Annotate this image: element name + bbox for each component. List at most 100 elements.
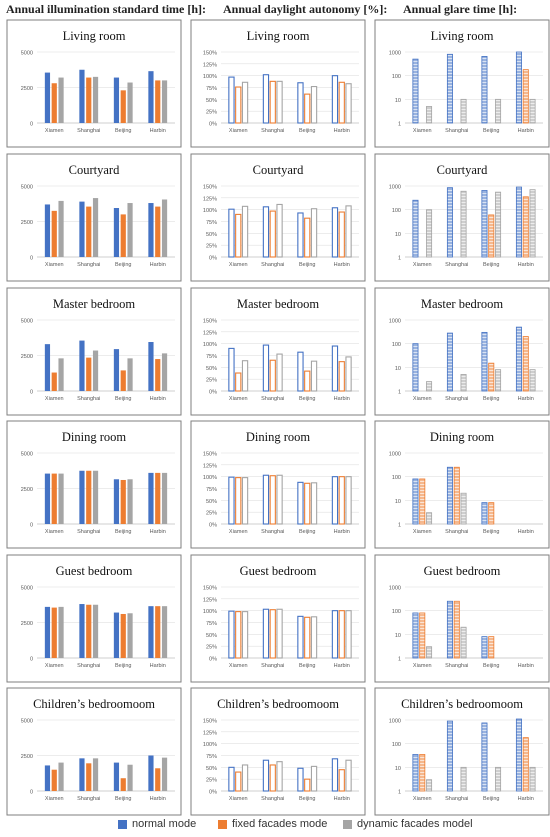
bar-dynamic-xiamen [241,205,249,258]
bar-normal-xiamen [44,765,51,791]
y-tick-label: 50% [206,766,217,772]
chart-title-autonomy-r4: Dining room [246,430,311,444]
bar-fixed-xiamen [51,210,57,257]
x-tick-label-beijing: Beijing [299,529,316,535]
bar-dynamic-beijing [310,616,318,659]
x-tick-label-harbin: Harbin [334,796,350,802]
y-tick-label: 2500 [21,487,33,493]
x-tick-label-beijing: Beijing [483,663,500,669]
y-tick-label: 100 [392,74,401,80]
bar-normal-shanghai [262,206,270,258]
chart-title-autonomy-r5: Guest bedroom [240,564,317,578]
bar-fixed-xiamen [419,612,426,659]
y-tick-label: 100% [203,342,217,348]
bar-normal-beijing [297,615,304,659]
y-tick-label: 150% [203,719,217,725]
bar-fixed-xiamen [235,86,242,124]
bar-normal-beijing [481,190,488,258]
x-tick-label-harbin: Harbin [150,796,166,802]
x-tick-label-shanghai: Shanghai [77,663,100,669]
bar-dynamic-xiamen [426,779,433,792]
chart-title-glare-r6: Children’s bedroomoom [401,697,523,711]
bar-normal-beijing [113,479,120,524]
x-tick-label-shanghai: Shanghai [261,529,284,535]
chart-panel-autonomy-r3: Master bedroom 0% 25% 50% 75% 100% 125% 150% Xia… [190,287,366,416]
y-tick-label: 75% [206,354,217,360]
bar-normal-xiamen [412,754,419,792]
x-tick-label-beijing: Beijing [115,128,132,134]
bar-fixed-shanghai [269,80,276,124]
chart-panel-autonomy-r5: Guest bedroom 0% 25% 50% 75% 100% 125% 150% Xiam… [190,554,366,683]
x-tick-label-xiamen: Xiamen [413,396,432,402]
x-tick-label-xiamen: Xiamen [413,663,432,669]
bar-dynamic-harbin [529,766,536,792]
y-tick-label: 25% [206,378,217,384]
bar-fixed-shanghai [86,357,92,391]
y-tick-label: 0% [209,122,217,128]
bar-dynamic-xiamen [426,381,433,392]
chart-title-illumination-r6: Children’s bedroomoom [33,697,155,711]
x-tick-label-beijing: Beijing [299,663,316,669]
bar-fixed-beijing [304,93,311,124]
bar-normal-harbin [331,758,339,792]
y-tick-label: 10 [395,366,401,372]
legend-swatch-normal [118,819,127,829]
chart-title-autonomy-r3: Master bedroom [237,297,320,311]
bar-fixed-shanghai [86,604,92,658]
bar-normal-xiamen [228,766,235,792]
bar-normal-shanghai [446,720,453,792]
bar-dynamic-shanghai [92,350,99,391]
chart-panel-illumination-r4: Dining room 0 2500 5000 Xiamen Shanghai Beijin… [6,420,182,549]
x-tick-label-beijing: Beijing [483,262,500,268]
bar-normal-shanghai [446,466,453,525]
y-tick-label: 0 [30,790,33,796]
bar-fixed-beijing [304,370,311,392]
x-tick-label-harbin: Harbin [518,262,534,268]
bar-dynamic-shanghai [460,626,467,659]
legend-item-normal: normal mode [118,818,196,830]
bar-dynamic-shanghai [92,604,99,658]
bar-normal-harbin [148,342,154,391]
y-tick-label: 0 [30,256,33,262]
chart-panel-illumination-r3: Master bedroom 0 2500 5000 Xiamen Shanghai Bei… [6,287,182,416]
y-tick-label: 75% [206,487,217,493]
bar-normal-xiamen [228,610,235,659]
bar-fixed-beijing [120,778,126,791]
bar-dynamic-xiamen [426,512,433,525]
bar-normal-beijing [481,722,488,792]
x-tick-label-xiamen: Xiamen [413,529,432,535]
chart-panel-illumination-r5: Guest bedroom 0 2500 5000 Xiamen Shanghai Beij… [6,554,182,683]
bar-fixed-harbin [155,768,161,791]
y-tick-label: 125% [203,62,217,68]
bar-fixed-xiamen [419,754,426,792]
y-tick-label: 2500 [21,754,33,760]
y-tick-label: 10 [395,633,401,639]
bar-fixed-beijing [488,214,495,258]
y-tick-label: 1000 [389,319,401,325]
bar-fixed-shanghai [86,763,92,791]
bar-normal-harbin [331,345,339,392]
bar-dynamic-xiamen [241,764,249,792]
bar-dynamic-shanghai [92,470,99,524]
bar-fixed-shanghai [269,609,276,659]
y-tick-label: 1 [398,390,401,396]
bar-normal-xiamen [44,473,51,524]
x-tick-label-shanghai: Shanghai [445,663,468,669]
bar-dynamic-shanghai [460,492,467,525]
y-tick-label: 1 [398,122,401,128]
y-tick-label: 0% [209,790,217,796]
bar-dynamic-xiamen [58,77,64,123]
y-tick-label: 125% [203,196,217,202]
bar-dynamic-xiamen [241,611,249,659]
bar-normal-harbin [331,476,339,525]
chart-title-glare-r2: Courtyard [437,163,488,177]
bar-normal-beijing [481,636,488,659]
bar-dynamic-harbin [345,356,352,392]
bar-normal-shanghai [446,53,453,124]
bar-fixed-beijing [488,502,495,525]
chart-title-autonomy-r2: Courtyard [253,163,304,177]
chart-frame-glare-r4 [374,420,550,549]
y-tick-label: 1000 [389,586,401,592]
y-tick-label: 2500 [21,621,33,627]
